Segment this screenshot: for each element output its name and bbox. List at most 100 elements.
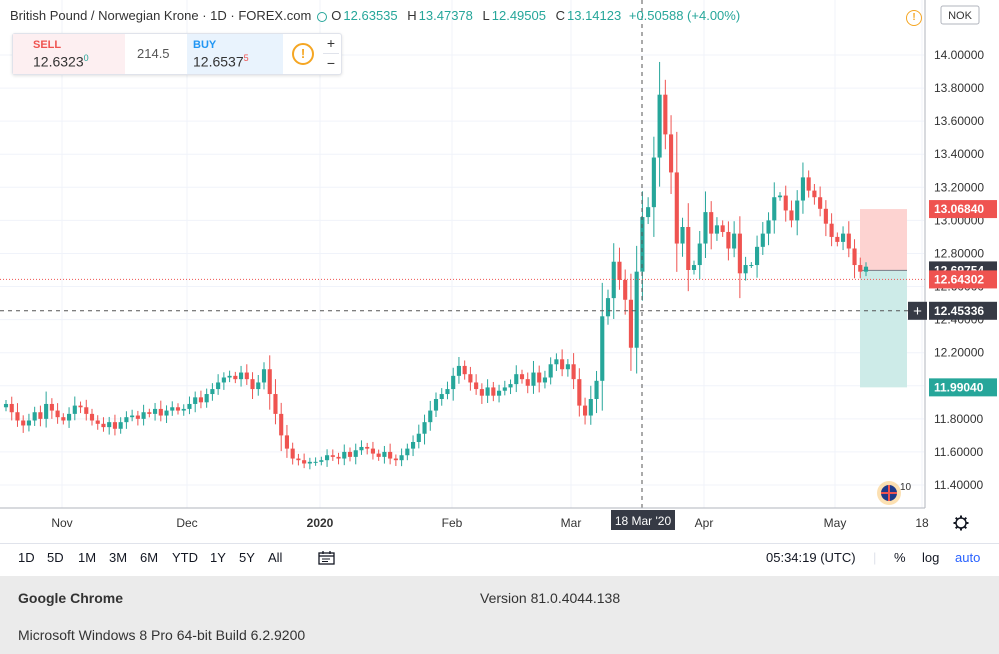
candle-body [720,225,725,232]
candle-body [651,157,656,208]
close-label: C [555,8,565,23]
clock-time[interactable]: 05:34:19 (UTC) [766,550,856,565]
gear-tooth [963,516,968,521]
candle-body [370,448,375,454]
candle-body [743,265,748,274]
y-tick-label: 13.80000 [934,81,984,95]
candle-body [135,415,140,419]
y-tick-label: 13.60000 [934,114,984,128]
buy-label: BUY [193,39,217,51]
candle-body [319,460,324,462]
timeframe-3m[interactable]: 3M [109,550,128,565]
crosshair-price-label: 12.45336 [934,304,984,318]
candle-body [611,261,616,299]
candle-body [737,233,742,274]
system-info-panel: Google Chrome Version 81.0.4044.138 Micr… [0,576,999,654]
timeframe-6m[interactable]: 6M [140,550,159,565]
y-tick-label: 13.40000 [934,147,984,161]
candle-body [519,374,525,380]
candle-body [15,412,20,421]
currency-label: NOK [948,10,973,22]
candle-body [669,134,674,173]
y-tick-label: 12.20000 [934,346,984,360]
candle-body [823,208,828,224]
candle-body [772,197,777,221]
symbol-title: British Pound / Norwegian Krone · 1D · F… [10,8,312,23]
candle-body [72,405,77,414]
candle-body [158,408,163,416]
candle-body [502,387,507,391]
upper-target-label-box [929,200,997,219]
candle-body [800,177,805,201]
trade-warning-icon[interactable]: ! [292,43,314,65]
candle-body [210,389,215,395]
candle-body [147,412,152,414]
warning-icon[interactable]: ! [906,10,922,26]
timeframe-all[interactable]: All [268,550,283,565]
browser-version: Version 81.0.4044.138 [480,590,621,606]
candle-body [164,410,169,416]
crosshair-price-label-box [929,301,997,320]
candle-body [336,456,341,459]
chart-area[interactable]: 11.4000011.6000011.8000012.0000012.20000… [0,0,999,576]
currency-badge [940,5,980,25]
timeframe-1y[interactable]: 1Y [210,550,226,565]
candle-body [67,413,72,421]
candle-body [193,397,198,404]
percent-toggle[interactable]: % [894,550,906,565]
candle-body [181,408,186,411]
auto-toggle[interactable]: auto [955,550,981,565]
candle-body [623,279,628,300]
candle-body [227,375,232,378]
candle-body [714,225,719,234]
candle-body [777,195,783,198]
candle-body [542,377,547,383]
timeframe-5d[interactable]: 5D [47,550,64,565]
timeframe-1m[interactable]: 1M [78,550,97,565]
candle-body [433,399,439,411]
timeframe-ytd[interactable]: YTD [172,550,198,565]
candle-body [399,455,404,461]
candle-body [84,407,89,414]
candle-body [170,407,175,411]
candle-body [600,316,605,381]
buy-button[interactable]: BUY 12.65375 [187,34,283,74]
candle-body [61,417,66,421]
timeframe-5y[interactable]: 5Y [239,550,255,565]
decrease-quantity-button[interactable]: − [326,55,336,71]
sell-button[interactable]: SELL 12.63230 [13,34,125,74]
high-label: H [407,8,417,23]
close-value: 13.14123 [567,8,622,23]
lower-target-label: 11.99040 [934,380,984,394]
x-tick-label: Feb [442,516,463,530]
candle-body [296,458,301,461]
log-toggle[interactable]: log [922,550,940,565]
candle-body [766,220,771,234]
candle-body [829,223,834,237]
high-value: 13.47378 [418,8,473,23]
x-tick-label: Nov [51,516,72,530]
candle-body [416,433,421,442]
candle-body [686,227,691,270]
candle-body [456,365,461,376]
y-tick-label: 11.60000 [934,445,983,459]
timeframe-1d[interactable]: 1D [18,550,35,565]
candle-body [307,461,312,464]
candle-body [858,265,863,272]
increase-quantity-button[interactable]: + [323,34,339,54]
candle-body [347,451,353,457]
candle-body [49,403,54,411]
candle-body [508,384,513,388]
settings-gear-icon [953,515,969,531]
date-range-icon[interactable] [318,550,336,569]
price-chart[interactable]: 11.4000011.6000011.8000012.0000012.20000… [0,0,999,543]
candle-body [21,420,26,426]
candle-body [554,359,559,365]
candle-body [422,422,427,434]
candle-body [261,369,267,383]
candle-body [691,265,697,270]
plus-icon: + [913,303,922,320]
open-value: 12.63535 [343,8,398,23]
candle-body [388,451,393,459]
candle-body [250,379,255,390]
